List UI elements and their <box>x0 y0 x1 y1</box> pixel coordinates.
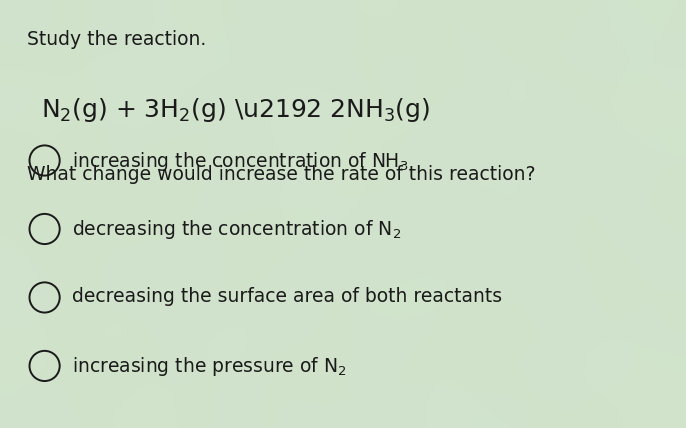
Text: What change would increase the rate of this reaction?: What change would increase the rate of t… <box>27 165 536 184</box>
Text: $\mathregular{N_2}$$\mathregular{(g)}$ + $\mathregular{3H_2}$$\mathregular{(g)}$: $\mathregular{N_2}$$\mathregular{(g)}$ +… <box>41 96 430 124</box>
Text: decreasing the concentration of N$_2$: decreasing the concentration of N$_2$ <box>72 218 401 241</box>
Text: increasing the concentration of NH$_3$: increasing the concentration of NH$_3$ <box>72 150 408 173</box>
Text: decreasing the surface area of both reactants: decreasing the surface area of both reac… <box>72 287 502 306</box>
Text: increasing the pressure of N$_2$: increasing the pressure of N$_2$ <box>72 355 346 378</box>
Text: Study the reaction.: Study the reaction. <box>27 30 206 49</box>
